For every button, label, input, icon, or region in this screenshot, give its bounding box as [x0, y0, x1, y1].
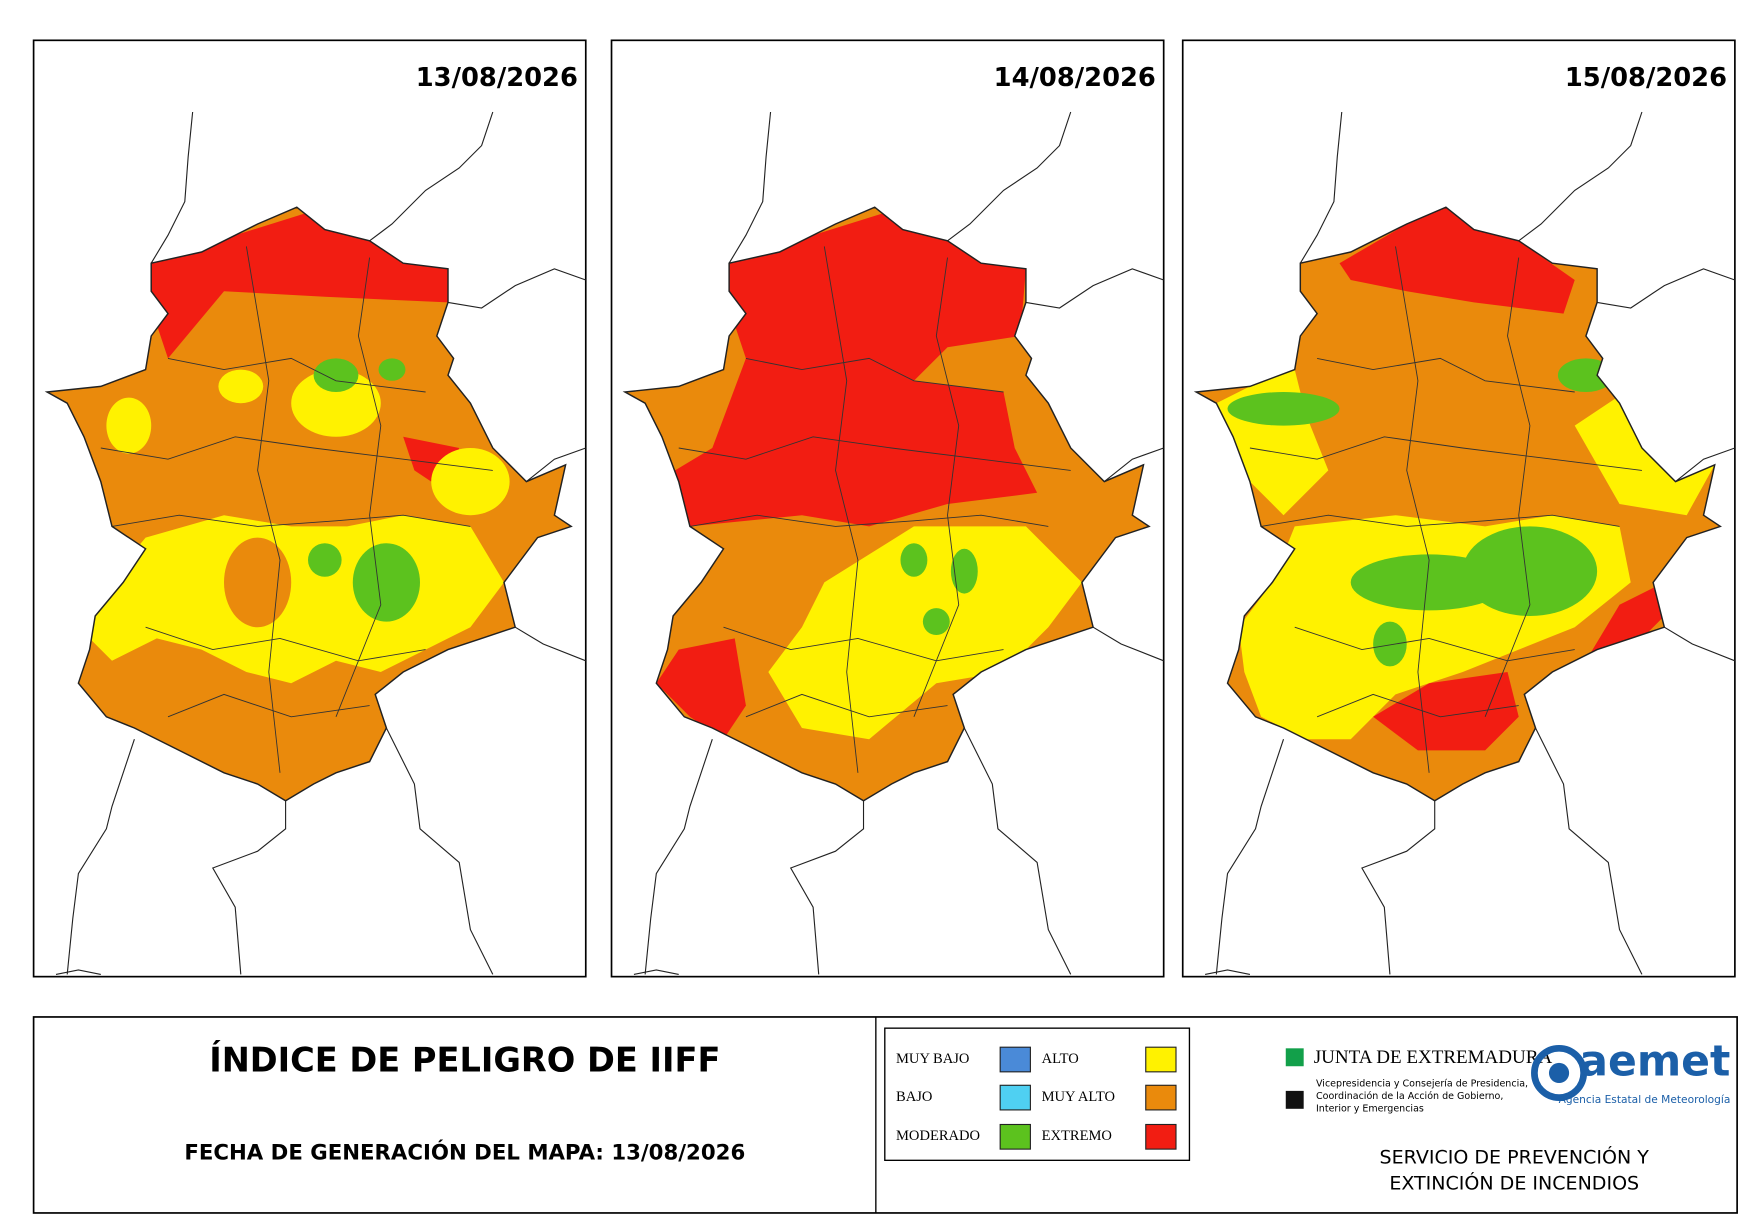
map-panel: 14/08/2026	[610, 39, 1165, 978]
junta-sub: Coordinación de la Acción de Gobierno,	[1316, 1091, 1503, 1102]
scaled-layout: 13/08/2026 14/08/2026 15/08/2026 ÍNDICE …	[32, 39, 1738, 1214]
legend-swatch	[1145, 1084, 1177, 1111]
map-panel: 13/08/2026	[32, 39, 587, 978]
legend-label: ALTO	[1042, 1051, 1079, 1067]
logo-square	[1285, 1048, 1304, 1067]
legend-label: MODERADO	[896, 1128, 980, 1144]
map-panel: 15/08/2026	[1181, 39, 1736, 978]
junta-logo: JUNTA DE EXTREMADURA	[1314, 1047, 1553, 1068]
legend-label: BAJO	[896, 1089, 932, 1105]
legend: MUY BAJO BAJO MODERADO ALTO MUY ALTO EXTREMO	[896, 1046, 1177, 1150]
legend-swatch	[1145, 1046, 1177, 1073]
info-box	[32, 1016, 1738, 1214]
service: EXTINCIÓN DE INCENDIOS	[1389, 1170, 1639, 1194]
logo-square	[1285, 1090, 1304, 1109]
legend-swatch	[1145, 1123, 1177, 1150]
panel-date: 15/08/2026	[1565, 63, 1727, 93]
aemet-icon	[1531, 1044, 1588, 1101]
aemet-logo: aemet	[1579, 1037, 1730, 1087]
panel-date: 13/08/2026	[416, 63, 578, 93]
legend-swatch	[999, 1046, 1031, 1073]
title: ÍNDICE DE PELIGRO DE IIFF	[209, 1039, 720, 1079]
generation-date: FECHA DE GENERACIÓN DEL MAPA: 13/08/2026	[184, 1140, 745, 1166]
legend-box	[884, 1027, 1191, 1161]
legend-label: MUY ALTO	[1042, 1089, 1115, 1105]
junta-sub: Interior y Emergencias	[1316, 1103, 1424, 1114]
legend-swatch	[999, 1084, 1031, 1111]
legend-swatch	[999, 1123, 1031, 1150]
legend-label: EXTREMO	[1042, 1128, 1112, 1144]
aemet-sub: Agencia Estatal de Meteorología	[1559, 1093, 1731, 1106]
service: SERVICIO DE PREVENCIÓN Y	[1380, 1145, 1650, 1169]
panel-date: 14/08/2026	[994, 63, 1156, 93]
junta-sub: Vicepresidencia y Consejería de Presiden…	[1316, 1079, 1528, 1090]
legend-label: MUY BAJO	[896, 1051, 969, 1067]
